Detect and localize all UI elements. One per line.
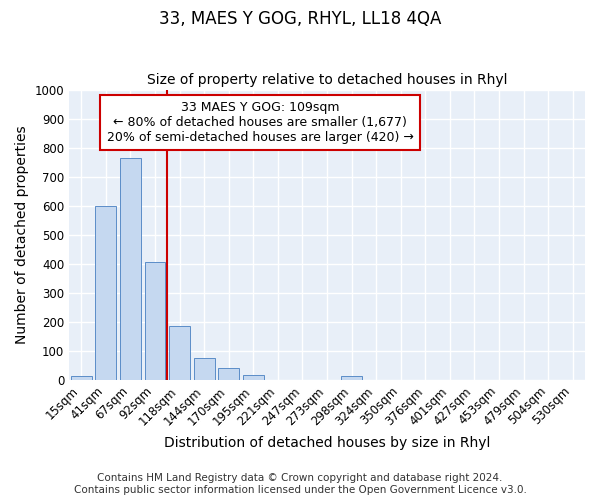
- Bar: [341, 376, 362, 380]
- Title: Size of property relative to detached houses in Rhyl: Size of property relative to detached ho…: [147, 73, 507, 87]
- Bar: [120, 158, 141, 380]
- Text: Contains HM Land Registry data © Crown copyright and database right 2024.
Contai: Contains HM Land Registry data © Crown c…: [74, 474, 526, 495]
- Bar: [194, 358, 215, 380]
- Bar: [243, 374, 264, 380]
- Bar: [169, 326, 190, 380]
- Y-axis label: Number of detached properties: Number of detached properties: [15, 126, 29, 344]
- Text: 33 MAES Y GOG: 109sqm
← 80% of detached houses are smaller (1,677)
20% of semi-d: 33 MAES Y GOG: 109sqm ← 80% of detached …: [107, 101, 413, 144]
- Bar: [218, 368, 239, 380]
- X-axis label: Distribution of detached houses by size in Rhyl: Distribution of detached houses by size …: [164, 436, 490, 450]
- Bar: [145, 262, 166, 380]
- Bar: [95, 206, 116, 380]
- Bar: [71, 376, 92, 380]
- Text: 33, MAES Y GOG, RHYL, LL18 4QA: 33, MAES Y GOG, RHYL, LL18 4QA: [159, 10, 441, 28]
